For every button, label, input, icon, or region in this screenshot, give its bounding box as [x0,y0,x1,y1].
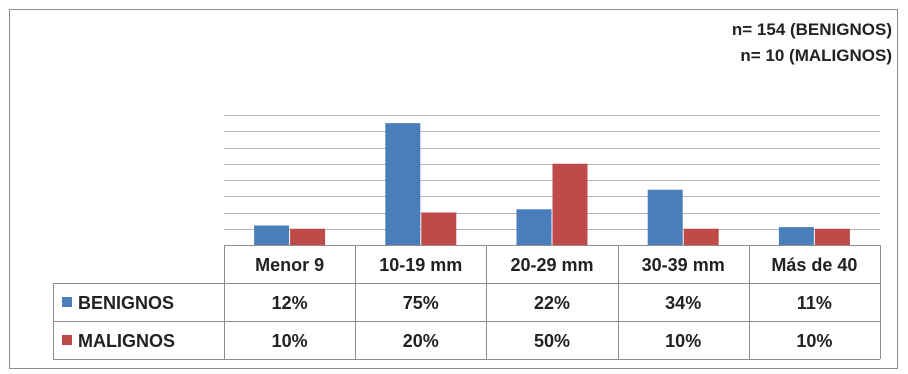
data-label: 22% [534,293,570,313]
category-label: Menor 9 [255,255,324,275]
data-label: 11% [797,293,832,313]
category-label: 10-19 mm [379,255,462,275]
bar-benignos [516,209,552,245]
bar-benignos [778,227,814,245]
bar-malignos [421,212,457,245]
bar-benignos [254,225,290,245]
data-label: 10% [272,331,308,351]
legend-swatch-benignos [62,297,72,307]
bar-malignos [552,163,588,245]
legend-label-benignos: BENIGNOS [78,293,174,313]
sample-size-malignos: n= 10 (MALIGNOS) [740,46,892,65]
data-label: 20% [403,331,439,351]
category-label: 30-39 mm [642,255,725,275]
legend-label-malignos: MALIGNOS [78,331,175,351]
legend-swatch-malignos [62,335,72,345]
data-label: 10% [665,331,701,351]
category-label: 20-29 mm [510,255,593,275]
bar-benignos [647,189,683,245]
data-label: 12% [272,293,308,313]
bar-malignos [683,228,719,245]
data-label: 50% [534,331,570,351]
data-label: 10% [796,331,832,351]
category-label: Más de 40 [771,255,857,275]
sample-size-benignos: n= 154 (BENIGNOS) [731,20,892,39]
data-label: 75% [403,293,439,313]
data-label: 34% [665,293,701,313]
bar-malignos [290,228,326,245]
bar-benignos [385,123,421,245]
bar-malignos [814,228,850,245]
